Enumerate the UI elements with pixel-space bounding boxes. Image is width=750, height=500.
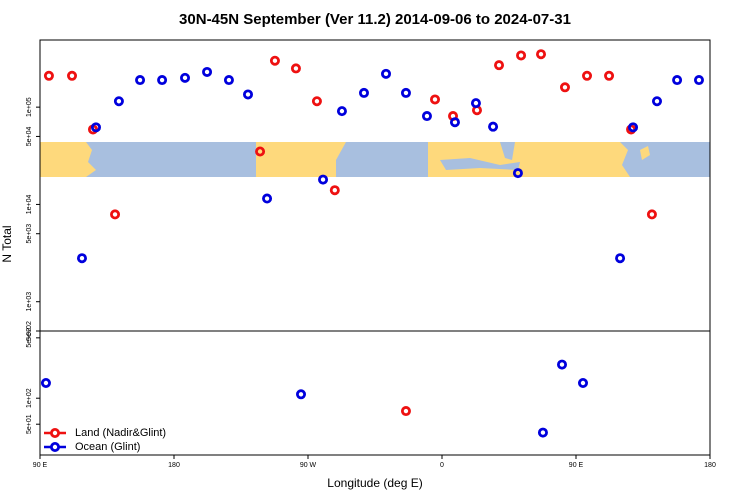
y-tick-label: 5e+03	[26, 224, 33, 244]
x-tick-label: 90 E	[33, 462, 48, 469]
data-point	[536, 49, 547, 60]
data-point	[329, 185, 340, 196]
x-axis-label: Longitude (deg E)	[327, 476, 422, 490]
data-point	[202, 66, 213, 77]
data-point	[113, 96, 124, 107]
data-point	[646, 209, 657, 220]
data-point	[470, 98, 481, 109]
data-point	[67, 70, 78, 81]
data-point	[242, 89, 253, 100]
data-point	[400, 406, 411, 417]
y-axis-label: N Total	[0, 225, 14, 262]
y-tick-label: 5e+02	[26, 321, 33, 341]
x-tick-label: 180	[168, 462, 180, 469]
y-tick-label: 1e+03	[26, 292, 33, 312]
data-point	[40, 377, 51, 388]
data-point	[430, 94, 441, 105]
data-point	[311, 96, 322, 107]
x-tick-label: 180	[704, 462, 716, 469]
data-point	[157, 75, 168, 86]
x-tick-label: 0	[440, 462, 444, 469]
legend-label: Land (Nadir&Glint)	[75, 427, 166, 439]
y-tick-label: 1e+05	[26, 97, 33, 117]
legend-label: Ocean (Glint)	[75, 441, 140, 453]
data-point	[557, 359, 568, 370]
lower-frame	[39, 330, 711, 456]
data-point	[693, 75, 704, 86]
data-point	[604, 70, 615, 81]
data-point	[400, 87, 411, 98]
data-point	[488, 121, 499, 132]
data-point	[494, 60, 505, 71]
data-point	[76, 253, 87, 264]
data-point	[559, 82, 570, 93]
chart-title: 30N-45N September (Ver 11.2) 2014-09-06 …	[179, 11, 571, 28]
data-point	[672, 75, 683, 86]
data-point	[290, 63, 301, 74]
data-point	[336, 106, 347, 117]
y-tick-label: 5e+01	[26, 414, 33, 434]
data-point	[449, 117, 460, 128]
data-point	[628, 122, 639, 133]
data-point	[651, 96, 662, 107]
data-point	[43, 70, 54, 81]
data-point	[421, 111, 432, 122]
y-tick-label: 5e+04	[26, 126, 33, 146]
data-point	[180, 72, 191, 83]
data-point	[615, 253, 626, 264]
legend-marker	[50, 427, 61, 438]
x-tick-label: 90 W	[300, 462, 317, 469]
data-point	[296, 389, 307, 400]
data-point	[577, 377, 588, 388]
y-tick-label: 5e+02	[26, 328, 33, 348]
data-point	[582, 70, 593, 81]
data-point	[255, 146, 266, 157]
data-point	[512, 168, 523, 179]
x-tick-label: 90 E	[569, 462, 584, 469]
data-point	[135, 75, 146, 86]
map-strip	[40, 142, 710, 177]
data-point	[358, 87, 369, 98]
legend-marker	[50, 441, 61, 452]
y-tick-label: 1e+04	[26, 194, 33, 214]
data-point	[516, 50, 527, 61]
data-point	[269, 55, 280, 66]
data-point	[90, 122, 101, 133]
data-point	[110, 209, 121, 220]
data-point	[537, 427, 548, 438]
data-point	[318, 174, 329, 185]
data-point	[223, 75, 234, 86]
y-tick-label: 1e+02	[26, 388, 33, 408]
data-point	[262, 193, 273, 204]
data-point	[381, 68, 392, 79]
